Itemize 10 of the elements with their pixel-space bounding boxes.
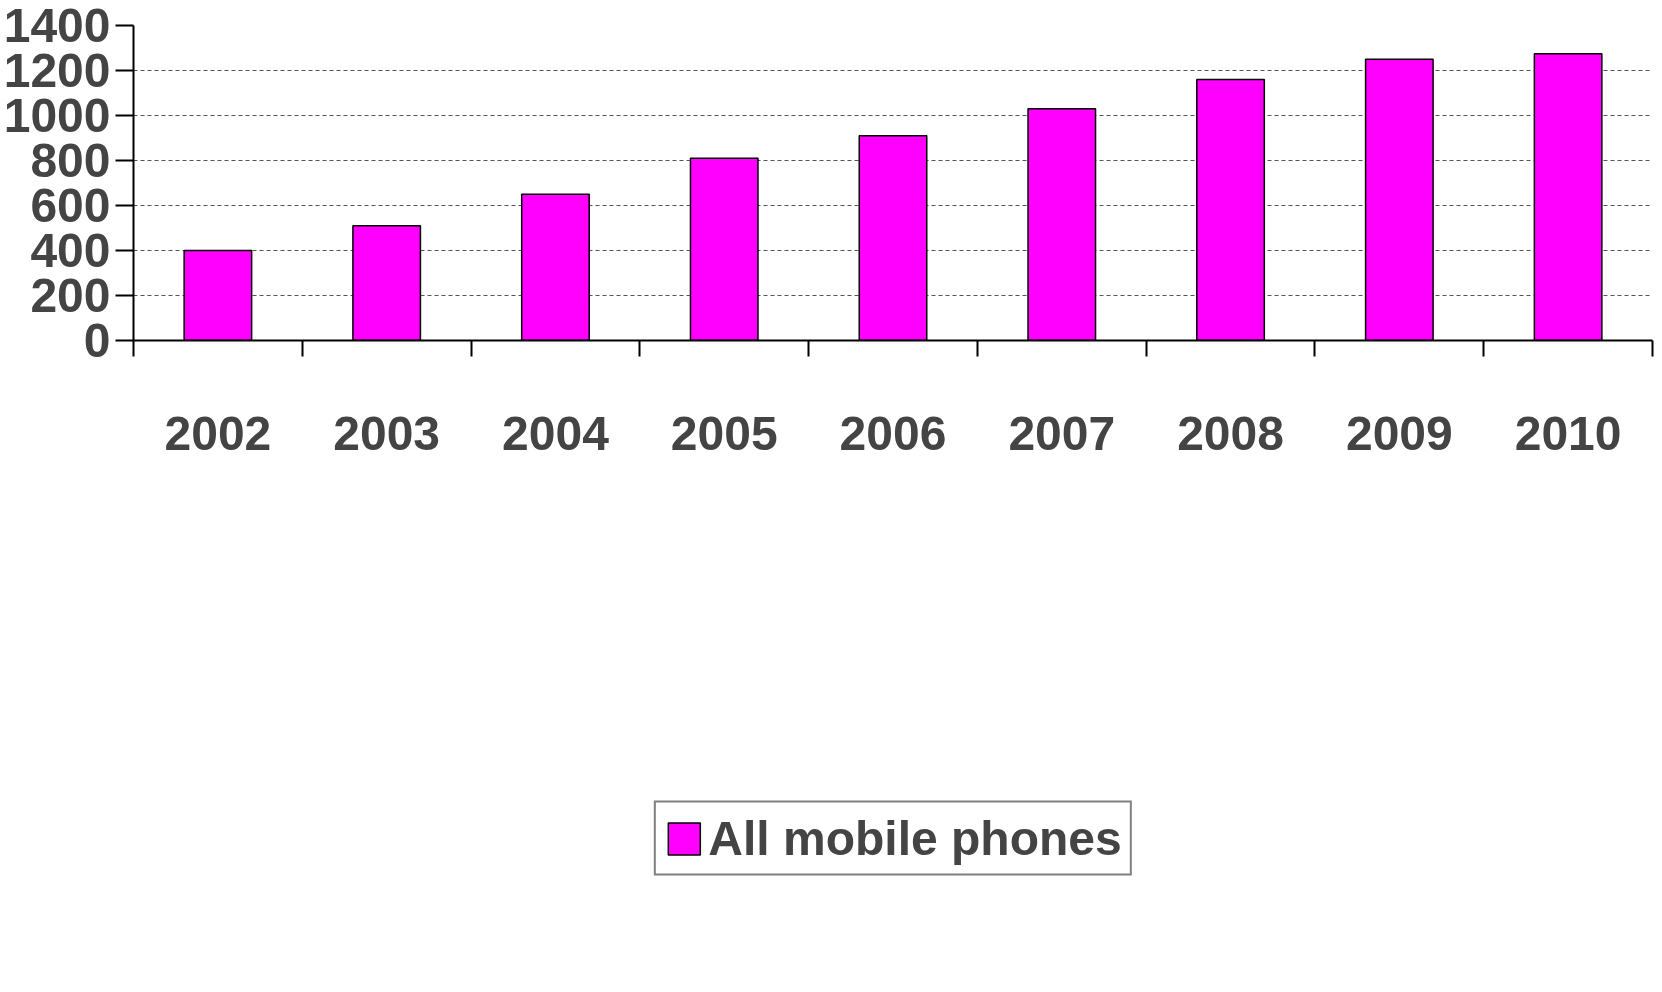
x-tick-label: 2003 — [333, 406, 441, 460]
x-tick-label: 2009 — [1345, 406, 1453, 460]
x-tick-label: 2004 — [502, 406, 610, 460]
legend-label: All mobile phones — [708, 810, 1122, 866]
x-tick-label: 2008 — [1177, 406, 1284, 460]
x-tick-label: 2007 — [1008, 406, 1116, 460]
x-tick-label: 2002 — [164, 406, 272, 460]
x-tick-label: 2010 — [1514, 406, 1622, 460]
x-tick-label: 2006 — [839, 406, 947, 460]
x-tick-label: 2005 — [670, 406, 778, 460]
